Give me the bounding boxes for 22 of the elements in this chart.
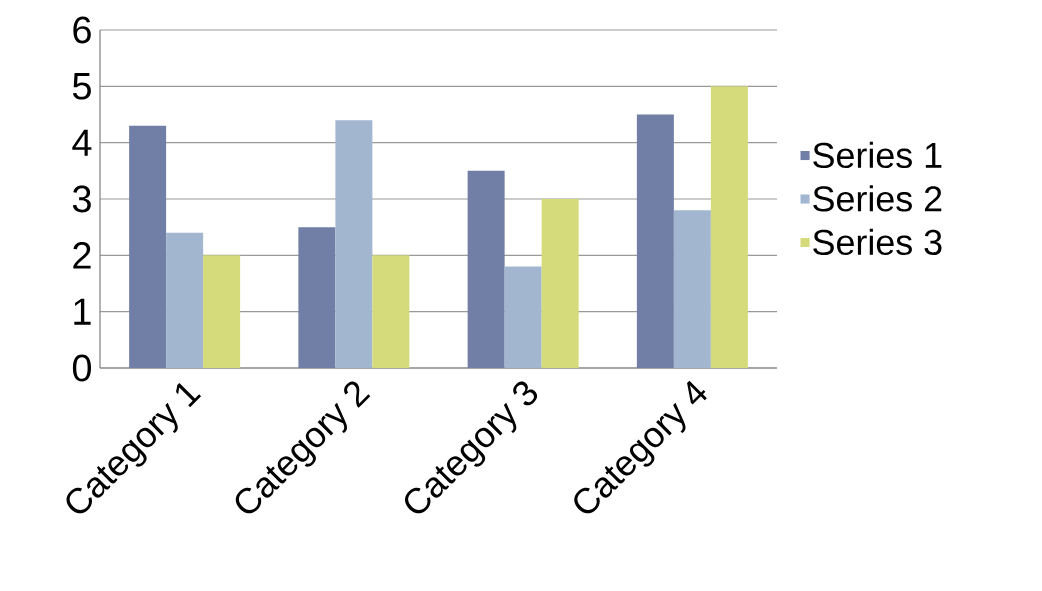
y-tick-label: 6 [73, 16, 91, 44]
y-tick-label: 5 [72, 73, 91, 100]
bar [166, 232, 204, 368]
bar [541, 199, 579, 368]
bar [335, 120, 373, 368]
y-tick-label: 4 [72, 129, 92, 156]
legend-label: Series 3 [813, 228, 942, 256]
bar [129, 125, 167, 368]
bar [467, 170, 505, 368]
y-tick-label: 1 [74, 298, 91, 325]
bar [710, 86, 748, 368]
bar [203, 255, 241, 368]
y-tick-label: 3 [72, 185, 91, 213]
bar [636, 114, 674, 368]
bar [673, 210, 711, 368]
bar [298, 227, 336, 368]
bar [504, 266, 542, 368]
y-tick-label: 0 [72, 354, 91, 382]
legend-label: Series 1 [813, 141, 942, 169]
y-tick-label: 2 [73, 242, 91, 269]
legend-label: Series 2 [813, 185, 942, 212]
bar [372, 255, 410, 368]
